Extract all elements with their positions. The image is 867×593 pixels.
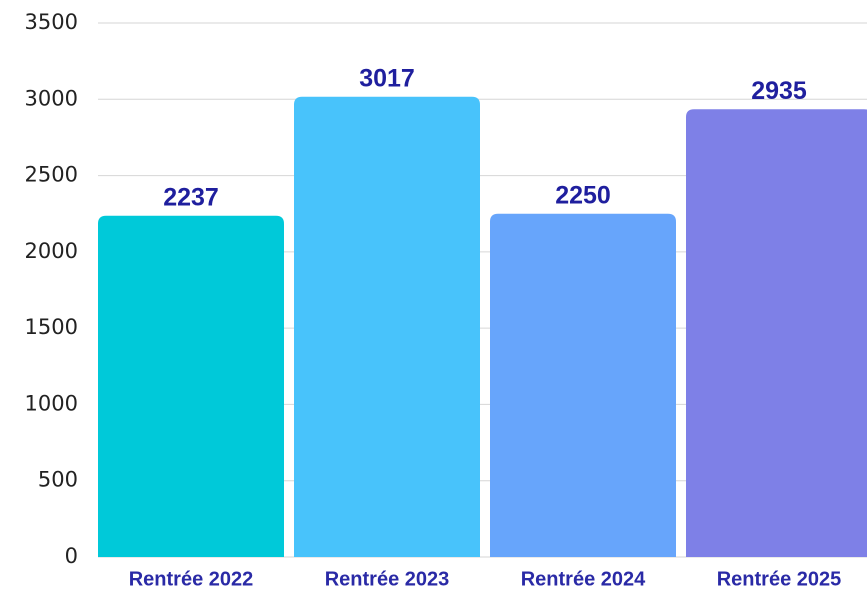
- y-tick-label: 3500: [25, 10, 78, 34]
- value-label: 3017: [359, 64, 415, 92]
- x-tick-label: Rentrée 2022: [129, 568, 254, 590]
- x-tick-label: Rentrée 2025: [717, 568, 842, 590]
- y-tick-label: 500: [38, 468, 78, 492]
- value-label: 2250: [555, 181, 611, 209]
- y-tick-label: 0: [65, 544, 78, 568]
- bar: [294, 96, 480, 557]
- value-label: 2237: [163, 183, 219, 211]
- bar: [490, 213, 676, 557]
- bar: [98, 215, 284, 558]
- y-tick-label: 1000: [25, 391, 78, 415]
- x-tick-label: Rentrée 2024: [521, 568, 646, 590]
- y-tick-label: 1500: [25, 315, 78, 339]
- y-tick-label: 2500: [25, 163, 78, 187]
- x-tick-label: Rentrée 2023: [325, 568, 450, 590]
- value-label: 2935: [751, 77, 807, 105]
- y-tick-label: 2000: [25, 239, 78, 263]
- y-tick-label: 3000: [25, 86, 78, 110]
- bar: [686, 109, 867, 557]
